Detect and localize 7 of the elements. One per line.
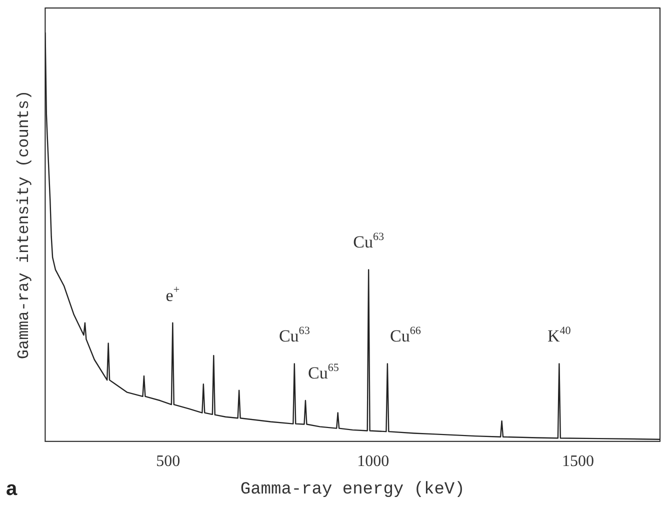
x-axis-title: Gamma-ray energy (keV) [240, 480, 465, 500]
annotation: e+ [166, 284, 180, 305]
x-tick-label: 1000 [357, 453, 390, 470]
y-axis-title: Gamma-ray intensity (counts) [14, 90, 33, 360]
x-tick-label: 500 [156, 453, 180, 470]
text: a [6, 478, 18, 501]
x-tick-label: 1500 [562, 453, 594, 470]
